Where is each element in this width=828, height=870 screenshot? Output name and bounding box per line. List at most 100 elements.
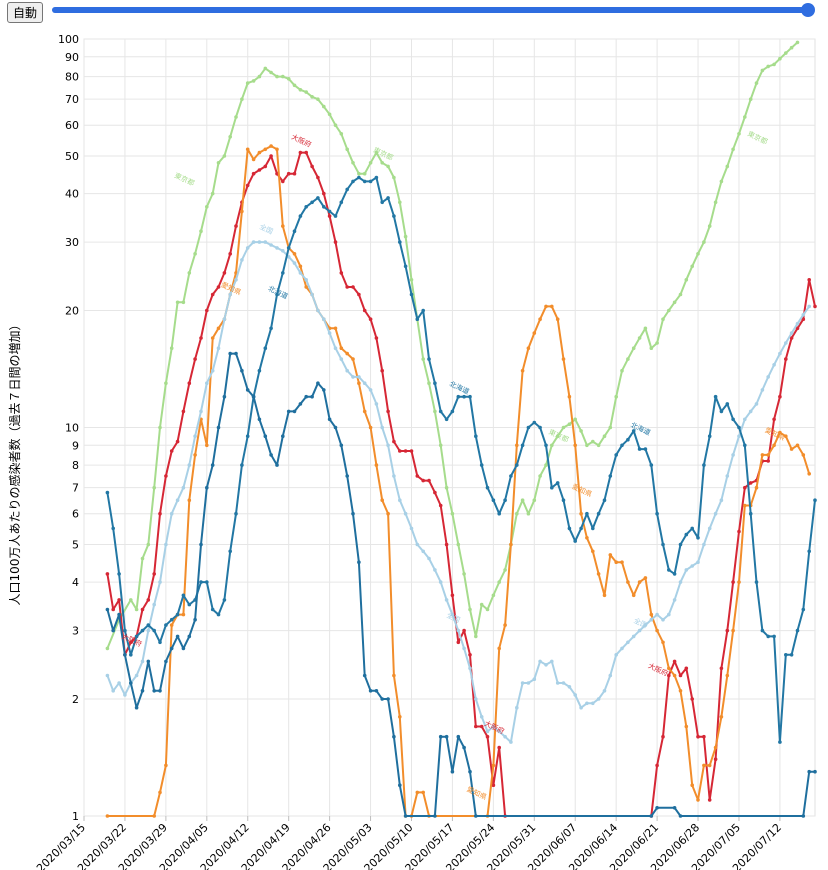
data-point [515, 443, 519, 448]
data-point [696, 252, 700, 256]
data-point [784, 341, 788, 345]
data-point [368, 689, 373, 693]
data-point [789, 336, 794, 340]
series-label: 北海道 [629, 420, 652, 437]
data-point [655, 763, 659, 768]
data-point [257, 368, 262, 373]
data-point [380, 200, 385, 205]
data-point [550, 485, 554, 490]
data-point [479, 715, 484, 719]
data-point [333, 214, 338, 218]
data-point [661, 734, 665, 739]
data-point [234, 115, 238, 119]
data-point [193, 434, 197, 439]
data-point [210, 368, 215, 373]
data-point [169, 511, 174, 516]
data-point [526, 425, 531, 430]
data-point [532, 420, 537, 425]
data-point [275, 463, 279, 467]
data-point [216, 425, 221, 430]
data-point [181, 646, 186, 651]
data-point [421, 357, 426, 361]
data-point [234, 224, 238, 228]
data-point [257, 240, 262, 244]
data-point [573, 539, 577, 543]
data-point [269, 326, 273, 331]
data-point [327, 417, 332, 422]
series-label: 大阪府 [647, 661, 670, 678]
series-label: 全国 [258, 222, 274, 236]
data-point [789, 331, 794, 335]
auto-play-button[interactable]: 自動 [7, 2, 44, 23]
data-point [468, 607, 472, 612]
data-point [187, 463, 192, 467]
data-point [661, 542, 665, 547]
data-point [766, 375, 770, 379]
data-point [281, 271, 285, 275]
data-point [743, 485, 747, 490]
data-point [573, 417, 577, 422]
series-label: 大阪府 [290, 132, 313, 149]
data-point [474, 634, 478, 639]
data-point [433, 409, 437, 414]
data-point [129, 640, 133, 645]
data-point [544, 443, 548, 448]
data-point [585, 536, 589, 540]
data-point [269, 453, 273, 457]
data-point [713, 757, 718, 761]
data-point [111, 689, 115, 693]
data-point [661, 317, 665, 322]
data-point [134, 607, 139, 612]
data-point [567, 422, 572, 427]
data-point [327, 112, 332, 117]
data-point [438, 734, 443, 739]
slider-fill [52, 7, 808, 13]
data-point [175, 612, 180, 617]
data-point [368, 161, 373, 165]
data-point [766, 634, 770, 639]
data-point [608, 673, 613, 678]
data-point [146, 628, 151, 633]
date-slider[interactable] [52, 3, 815, 17]
data-point [725, 673, 730, 678]
y-tick-label: 6 [72, 508, 79, 521]
data-point [503, 623, 507, 627]
data-point [228, 549, 232, 554]
data-point [152, 572, 156, 576]
data-point [643, 576, 648, 580]
data-point [310, 164, 314, 169]
data-point [111, 526, 115, 531]
data-point [801, 607, 806, 612]
data-point [222, 271, 227, 275]
data-point [772, 62, 776, 67]
data-point [555, 434, 560, 439]
data-point [368, 179, 373, 184]
data-point [140, 556, 145, 561]
data-point [164, 381, 168, 386]
y-tick-label: 7 [72, 482, 79, 495]
data-point [526, 346, 531, 351]
data-point [123, 653, 127, 657]
data-point [672, 806, 677, 810]
data-point [164, 763, 168, 768]
data-point [795, 628, 800, 633]
slider-thumb[interactable] [801, 3, 815, 17]
data-point [538, 317, 542, 322]
data-point [152, 602, 156, 607]
data-point [737, 580, 741, 584]
data-point [158, 689, 162, 693]
data-point [199, 542, 203, 547]
data-point [520, 368, 525, 373]
data-point [333, 346, 338, 351]
data-point [754, 402, 759, 406]
data-point [181, 612, 186, 617]
data-point [561, 498, 566, 503]
data-point [368, 317, 373, 322]
data-point [322, 191, 326, 196]
data-point [608, 474, 613, 478]
data-point [672, 300, 677, 305]
data-point [345, 368, 350, 373]
data-point [164, 474, 168, 478]
series-group [105, 40, 817, 818]
data-point [520, 498, 525, 503]
